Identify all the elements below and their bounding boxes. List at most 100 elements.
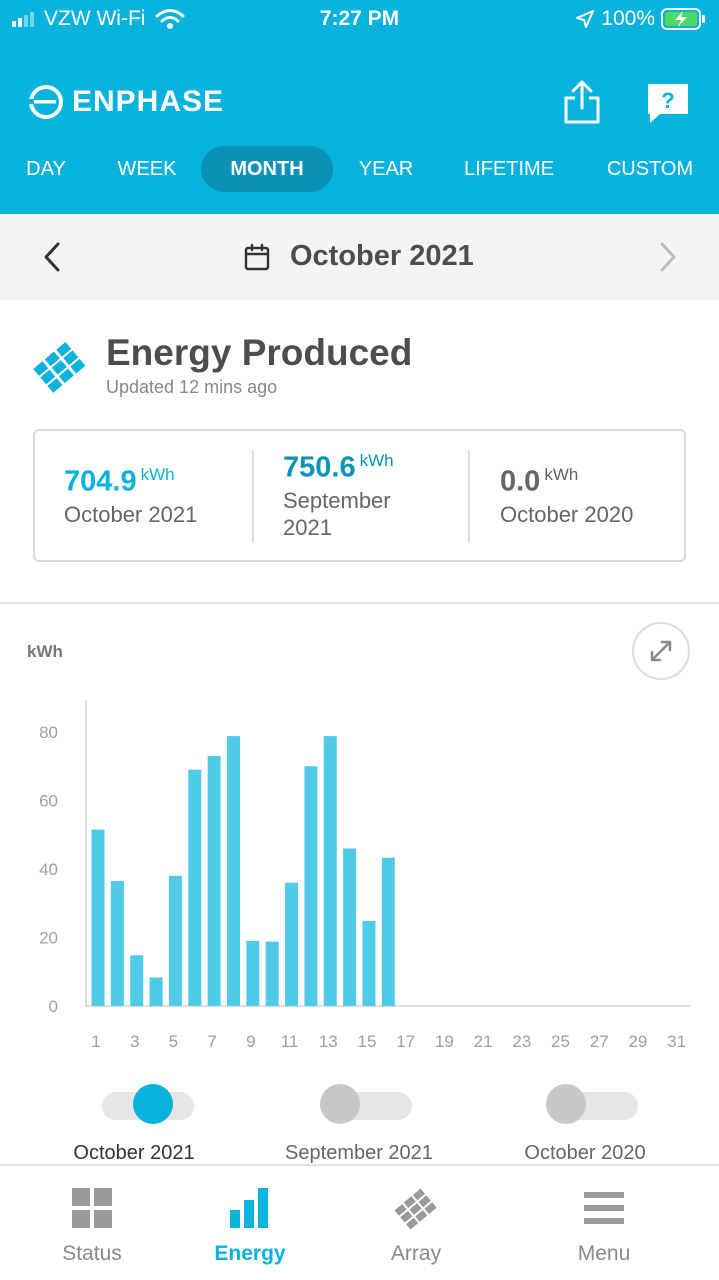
x-tick-label: 19 <box>435 1032 454 1051</box>
bar-day-9[interactable] <box>246 940 260 1006</box>
x-tick-label: 23 <box>512 1032 531 1051</box>
expand-icon <box>650 640 672 662</box>
x-tick-label: 9 <box>246 1032 255 1051</box>
bar-day-3[interactable] <box>130 955 144 1006</box>
app-header: VZW Wi-Fi 7:27 PM 100% <box>0 0 719 214</box>
summary-label: September 2021 <box>283 487 391 540</box>
solar-array-icon <box>394 1188 437 1230</box>
bar-day-8[interactable] <box>226 736 240 1006</box>
nav-label: Energy <box>214 1242 286 1265</box>
previous-month-button[interactable] <box>38 240 68 274</box>
toggle-label: October 2021 <box>73 1142 195 1164</box>
bar-day-4[interactable] <box>149 977 163 1006</box>
tab-month[interactable]: MONTH <box>201 146 333 192</box>
summary-label: October 2020 <box>500 501 634 527</box>
tab-lifetime[interactable]: LIFETIME <box>463 158 554 180</box>
summary-divider <box>468 451 470 543</box>
share-button[interactable] <box>562 80 602 124</box>
summary-previous-month: 750.6 kWh September 2021 <box>283 451 463 580</box>
nav-label: Status <box>62 1242 122 1265</box>
bar-day-12[interactable] <box>304 766 318 1006</box>
help-button[interactable]: ? <box>646 82 690 124</box>
nav-energy[interactable]: Energy <box>170 1166 330 1280</box>
chevron-left-icon <box>44 242 60 272</box>
last-updated-text: Updated 12 mins ago <box>106 377 278 397</box>
nav-label: Menu <box>577 1242 631 1265</box>
chevron-right-icon <box>660 242 676 272</box>
bar-day-16[interactable] <box>381 857 395 1006</box>
x-tick-label: 13 <box>319 1032 338 1051</box>
bar-day-5[interactable] <box>168 875 182 1006</box>
toggle-label: October 2020 <box>524 1142 646 1164</box>
summary-value: 750.6 kWh <box>283 451 463 485</box>
x-tick-label: 31 <box>667 1032 686 1051</box>
wifi-icon <box>155 9 185 29</box>
x-tick-label: 29 <box>628 1032 647 1051</box>
bar-day-11[interactable] <box>285 882 299 1006</box>
y-tick-label: 40 <box>39 860 58 879</box>
bar-day-7[interactable] <box>207 755 221 1006</box>
bar-day-14[interactable] <box>343 848 357 1006</box>
bar-day-2[interactable] <box>110 880 124 1006</box>
x-tick-label: 1 <box>91 1032 100 1051</box>
summary-number: 704.9 <box>64 465 137 498</box>
nav-array[interactable]: Array <box>336 1166 496 1280</box>
bar-day-6[interactable] <box>188 769 202 1006</box>
x-tick-label: 7 <box>207 1032 216 1051</box>
summary-unit: kWh <box>359 451 394 470</box>
clock: 7:27 PM <box>319 7 400 30</box>
tab-custom[interactable]: CUSTOM <box>606 158 694 180</box>
next-month-button[interactable] <box>652 240 682 274</box>
expand-chart-button[interactable] <box>632 622 690 680</box>
toggle-knob <box>546 1084 586 1124</box>
x-tick-label: 17 <box>396 1032 415 1051</box>
status-right: 100% <box>575 7 707 31</box>
nav-label: Array <box>390 1242 442 1265</box>
solar-panel-icon <box>30 338 88 396</box>
grid-icon <box>72 1188 112 1228</box>
status-left: VZW Wi-Fi <box>12 7 185 31</box>
bar-day-13[interactable] <box>323 736 337 1006</box>
nav-menu[interactable]: Menu <box>524 1166 684 1280</box>
section-title: Energy Produced <box>106 332 413 373</box>
status-bar: VZW Wi-Fi 7:27 PM 100% <box>0 0 719 40</box>
series-toggle-previous-month[interactable]: September 2021 <box>239 1082 479 1172</box>
bar-day-15[interactable] <box>362 921 376 1006</box>
bar-chart-icon <box>230 1188 268 1228</box>
x-tick-label: 25 <box>551 1032 570 1051</box>
series-toggle-previous-year[interactable]: October 2020 <box>465 1082 705 1172</box>
x-tick-label: 5 <box>169 1032 178 1051</box>
bottom-navigation: Status Energy Array Men <box>0 1164 719 1280</box>
y-tick-label: 20 <box>39 929 58 948</box>
section-divider <box>0 602 719 604</box>
location-arrow-icon <box>576 10 595 28</box>
carrier-label: VZW Wi-Fi <box>44 7 146 30</box>
summary-unit: kWh <box>544 465 579 484</box>
summary-divider <box>252 451 254 543</box>
y-tick-label: 80 <box>39 723 58 742</box>
x-tick-label: 11 <box>281 1032 299 1051</box>
battery-percent: 100% <box>601 7 655 30</box>
tab-week[interactable]: WEEK <box>117 158 177 180</box>
summary-value: 0.0 kWh <box>500 465 680 499</box>
y-axis-label: kWh <box>27 642 63 661</box>
summary-number: 750.6 <box>283 451 356 484</box>
date-selector[interactable]: October 2021 <box>244 240 474 273</box>
summary-label: October 2021 <box>64 501 198 527</box>
series-toggle-current[interactable]: October 2021 <box>14 1082 254 1172</box>
y-tick-label: 60 <box>39 792 58 811</box>
x-tick-label: 21 <box>474 1032 493 1051</box>
bar-day-1[interactable] <box>91 829 105 1006</box>
date-navigator: October 2021 <box>0 214 719 300</box>
tab-year[interactable]: YEAR <box>358 158 414 180</box>
share-icon <box>564 80 600 124</box>
enphase-logo-icon <box>28 85 63 119</box>
period-tabs: DAY WEEK MONTH YEAR LIFETIME CUSTOM <box>0 146 719 192</box>
help-icon: ? <box>648 84 688 123</box>
nav-status[interactable]: Status <box>12 1166 172 1280</box>
summary-current: 704.9 kWh October 2021 <box>64 465 254 594</box>
tab-day[interactable]: DAY <box>26 158 66 180</box>
bar-day-10[interactable] <box>265 941 279 1006</box>
brand-name: ENPHASE <box>72 85 225 118</box>
